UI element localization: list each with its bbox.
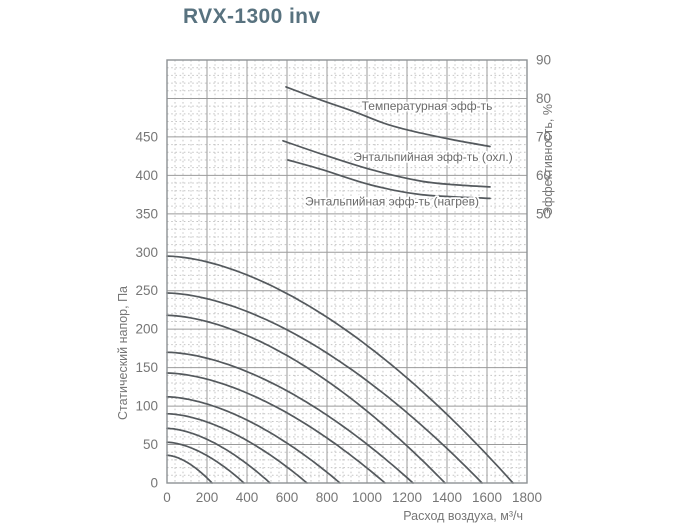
- efficiency-curves: [282, 86, 491, 200]
- curve-label-enthalpy-heating: Энтальпийная эфф-ть (нагрев): [305, 195, 479, 209]
- y-right-axis-title: Эффективность, %: [541, 104, 555, 216]
- x-tick-label: 200: [196, 490, 219, 505]
- y-left-ticks: 0 50 100 150 200 250 300 350 400 450: [135, 129, 158, 490]
- axis-titles: Расход воздуха, м³/ч Статический напор, П…: [116, 104, 555, 523]
- fan-curves: [166, 255, 514, 484]
- plot-border: [166, 59, 528, 484]
- y-left-axis-title: Статический напор, Па: [116, 286, 130, 420]
- x-axis-title: Расход воздуха, м³/ч: [403, 509, 523, 523]
- x-tick-label: 1400: [432, 490, 462, 505]
- x-axis-ticks: 0 200 400 600 800 1000 1200 1400 1600 1800: [163, 490, 542, 505]
- y-left-tick-label: 400: [135, 168, 158, 183]
- y-left-tick-label: 150: [135, 360, 158, 375]
- fan-curve-7: [166, 412, 308, 484]
- y-left-tick-label: 300: [135, 245, 158, 260]
- y-left-tick-label: 0: [150, 476, 158, 491]
- x-tick-label: 400: [236, 490, 259, 505]
- y-right-tick-label: 60: [536, 168, 551, 183]
- fan-curve-6: [166, 396, 341, 484]
- efficiency-curve-temperature: [285, 86, 491, 148]
- y-left-tick-label: 200: [135, 322, 158, 337]
- y-left-tick-label: 450: [135, 129, 158, 144]
- y-right-tick-label: 90: [536, 53, 551, 68]
- y-right-ticks: 50 60 70 80 90: [536, 53, 551, 222]
- fan-curve-2: [166, 292, 483, 484]
- x-tick-label: 1000: [352, 490, 382, 505]
- curve-label-enthalpy-cooling: Энтальпийная эфф-ть (охл.): [353, 150, 512, 164]
- fan-curve-5: [166, 372, 386, 484]
- fan-curve-10: [166, 454, 213, 484]
- efficiency-curve-enthalpy-cooling: [282, 139, 491, 188]
- curve-labels: Температурная эфф-ть Энтальпийная эфф-ть …: [303, 97, 514, 210]
- grid-major: [167, 60, 527, 483]
- chart-title: RVX-1300 inv: [183, 5, 321, 28]
- fan-curve-3: [166, 314, 446, 484]
- fan-curve-9: [166, 441, 245, 484]
- x-tick-label: 1200: [392, 490, 422, 505]
- x-tick-label: 1800: [512, 490, 542, 505]
- efficiency-curve-enthalpy-heating: [287, 159, 491, 200]
- fan-curve-1: [166, 255, 514, 484]
- x-tick-label: 800: [316, 490, 339, 505]
- y-left-tick-label: 100: [135, 399, 158, 414]
- y-left-tick-label: 250: [135, 283, 158, 298]
- y-left-tick-label: 350: [135, 206, 158, 221]
- y-right-tick-label: 70: [536, 129, 551, 144]
- x-tick-label: 0: [163, 490, 171, 505]
- grid-minor: [167, 60, 527, 483]
- x-tick-label: 1600: [472, 490, 502, 505]
- y-right-tick-label: 80: [536, 91, 551, 106]
- fan-curve-4: [166, 351, 414, 484]
- y-right-tick-label: 50: [536, 206, 551, 221]
- y-left-tick-label: 50: [143, 437, 158, 452]
- x-tick-label: 600: [276, 490, 299, 505]
- fan-curve-8: [166, 427, 271, 484]
- curve-label-temperature: Температурная эфф-ть: [362, 99, 493, 113]
